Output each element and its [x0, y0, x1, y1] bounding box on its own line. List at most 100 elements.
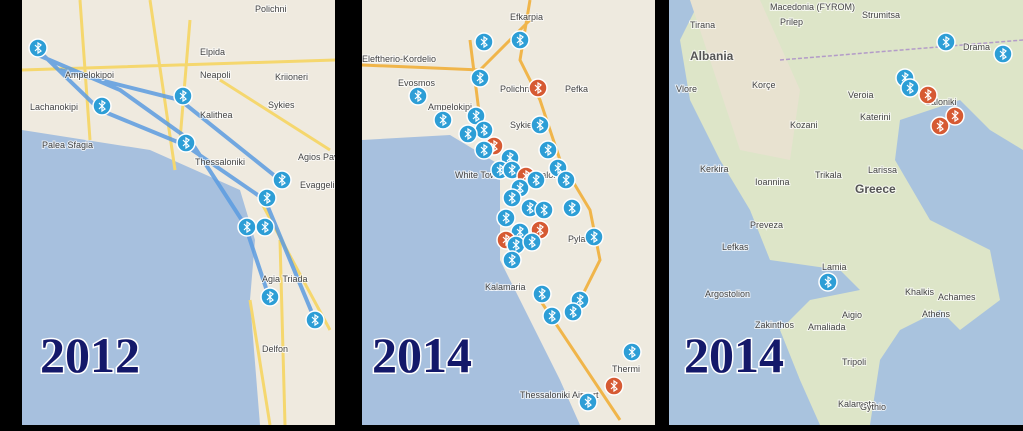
- marker-icon: [528, 235, 536, 249]
- place-label: Larissa: [868, 165, 897, 175]
- place-label: Korçe: [752, 80, 776, 90]
- marker-icon: [476, 71, 484, 85]
- marker-icon: [590, 230, 598, 244]
- marker-icon: [942, 35, 950, 49]
- marker-icon: [824, 275, 832, 289]
- place-label: Thessaloniki: [195, 157, 245, 167]
- marker-icon: [508, 191, 516, 205]
- place-label: Agia Triada: [262, 274, 308, 284]
- place-label: Efkarpia: [510, 12, 543, 22]
- place-label: Agios Pavlos: [298, 152, 351, 162]
- marker-icon: [584, 395, 592, 409]
- marker-icon: [502, 211, 510, 225]
- marker-icon: [906, 81, 914, 95]
- marker-icon: [508, 253, 516, 267]
- marker-icon: [538, 287, 546, 301]
- place-label: Eleftherio-Kordelio: [362, 54, 436, 64]
- place-label: Vlore: [676, 84, 697, 94]
- place-label: Polichni: [500, 84, 532, 94]
- marker-icon: [278, 173, 286, 187]
- marker-icon: [480, 143, 488, 157]
- marker-icon: [548, 309, 556, 323]
- marker-icon: [34, 41, 42, 55]
- place-label: Kriioneri: [275, 72, 308, 82]
- place-label: Kalamaria: [485, 282, 526, 292]
- place-label: Kerkira: [700, 164, 729, 174]
- marker-icon: [439, 113, 447, 127]
- marker-icon: [568, 201, 576, 215]
- marker-icon: [536, 223, 544, 237]
- marker-icon: [496, 163, 504, 177]
- marker-icon: [480, 35, 488, 49]
- place-label: Sykies: [268, 100, 295, 110]
- marker-icon: [576, 293, 584, 307]
- marker-icon: [554, 161, 562, 175]
- place-label: Lefkas: [722, 242, 749, 252]
- place-label: Albania: [690, 49, 734, 63]
- place-label: Ioannina: [755, 177, 790, 187]
- year-label: 2014: [372, 327, 472, 383]
- place-label: Evosmos: [398, 78, 436, 88]
- place-label: Delfon: [262, 344, 288, 354]
- marker-icon: [263, 191, 271, 205]
- marker-icon: [266, 290, 274, 304]
- marker-icon: [464, 127, 472, 141]
- place-label: Kalamata: [838, 399, 876, 409]
- place-label: Ampelokipoi: [65, 70, 114, 80]
- map-layer: Polichni Elpida Ampelokipoi Neapoli Kriioner…: [28, 3, 351, 355]
- place-label: Aigio: [842, 310, 862, 320]
- marker-icon: [516, 33, 524, 47]
- place-label: Amaliada: [808, 322, 846, 332]
- place-label: Pefka: [565, 84, 588, 94]
- marker-icon: [628, 345, 636, 359]
- place-label: Tirana: [690, 20, 715, 30]
- marker-icon: [480, 123, 488, 137]
- marker-icon: [540, 203, 548, 217]
- place-label: Polichni: [255, 4, 287, 14]
- marker-icon: [610, 379, 618, 393]
- marker-icon: [569, 305, 577, 319]
- place-label: Prilep: [780, 17, 803, 27]
- marker-icon: [414, 89, 422, 103]
- place-label: Tripoli: [842, 357, 866, 367]
- map-panel: [22, 0, 335, 425]
- place-label: Drama: [963, 42, 990, 52]
- place-label: Macedonia (FYROM): [770, 2, 855, 12]
- map-layer: Tirana Macedonia (FYROM) Prilep Strumitsa Al…: [675, 1, 1013, 413]
- marker-icon: [311, 313, 319, 327]
- marker-icon: [562, 173, 570, 187]
- marker-icon: [951, 109, 959, 123]
- marker-icon: [506, 151, 514, 165]
- marker-icon: [536, 118, 544, 132]
- place-label: Elpida: [200, 47, 225, 57]
- marker-icon: [508, 163, 516, 177]
- marker-icon: [182, 136, 190, 150]
- marker-icon: [261, 220, 269, 234]
- place-label: Ampelokipi: [428, 102, 472, 112]
- place-label: Veroia: [848, 90, 874, 100]
- place-label: Thermi: [612, 364, 640, 374]
- place-label: Trikala: [815, 170, 842, 180]
- place-label: Achames: [938, 292, 976, 302]
- marker-icon: [179, 89, 187, 103]
- place-label: Kalithea: [200, 110, 233, 120]
- marker-icon: [999, 47, 1007, 61]
- marker-icon: [472, 109, 480, 123]
- place-label: Lachanokipi: [30, 102, 78, 112]
- place-label: Strumitsa: [862, 10, 900, 20]
- place-label: Evaggeli: [300, 180, 335, 190]
- place-label: Athens: [922, 309, 951, 319]
- place-label: Preveza: [750, 220, 783, 230]
- place-label: Palea Sfagia: [42, 140, 93, 150]
- place-label: Neapoli: [200, 70, 231, 80]
- map-panel: [669, 0, 1023, 425]
- place-label: Argostolion: [705, 289, 750, 299]
- marker-icon: [516, 225, 524, 239]
- place-label: Kozani: [790, 120, 818, 130]
- marker-icon: [544, 143, 552, 157]
- marker-icon: [98, 99, 106, 113]
- place-label: Lamia: [822, 262, 847, 272]
- place-label: Khalkis: [905, 287, 935, 297]
- year-label: 2014: [684, 327, 784, 383]
